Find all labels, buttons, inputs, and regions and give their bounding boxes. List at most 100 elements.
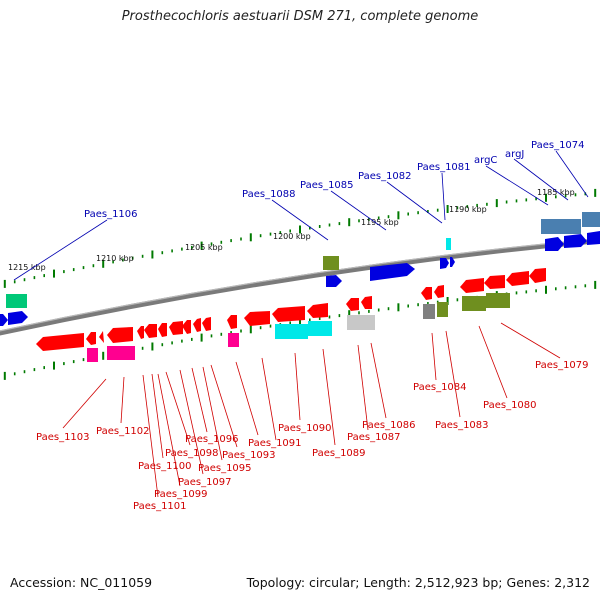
gene-arrow-paes-1096[interactable]: [193, 318, 201, 332]
leader-paes-1091: [235, 361, 259, 436]
label-paes-1081[interactable]: Paes_1081: [417, 162, 471, 173]
topology-text: Topology: circular;: [246, 575, 360, 590]
gene-arrow-paes-1099[interactable]: [158, 323, 167, 337]
leader-paes-1100: [151, 373, 164, 459]
gene-arrow-fwd-edge[interactable]: [0, 314, 8, 326]
gene-block-paes-1074[interactable]: [582, 212, 600, 227]
label-paes-1074[interactable]: Paes_1074: [531, 140, 585, 151]
leader-paes-1101: [142, 374, 159, 498]
accession-text: Accession: NC_011059: [10, 575, 153, 590]
gene-arrow-paes-1082b[interactable]: [450, 257, 455, 267]
gene-arrow-argj-2[interactable]: [564, 234, 587, 248]
label-paes-1087[interactable]: Paes_1087: [347, 432, 401, 443]
leader-paes-1085: [330, 190, 387, 231]
label-paes-1088[interactable]: Paes_1088: [242, 189, 296, 200]
gene-block-paes-1084[interactable]: [423, 304, 435, 319]
gene-block-paes-1080b[interactable]: [486, 293, 510, 308]
gene-arrow-fwd-1[interactable]: [8, 311, 28, 325]
gene-arrow-paes-1087[interactable]: [346, 298, 359, 311]
kbp-label-1190: 1190 kbp: [449, 205, 487, 214]
leader-paes-1106: [13, 219, 108, 281]
leader-paes-1103: [62, 378, 107, 429]
leader-argc: [485, 165, 549, 206]
gene-arrow-paes-1085[interactable]: [370, 263, 415, 281]
gene-arrow-paes-1090[interactable]: [272, 306, 305, 322]
leader-argj: [513, 158, 569, 201]
label-paes-1102[interactable]: Paes_1102: [96, 426, 150, 437]
leader-paes-1083: [431, 332, 437, 381]
label-paes-1095[interactable]: Paes_1095: [198, 463, 252, 474]
gene-block-paes-1090[interactable]: [275, 324, 308, 339]
gene-arrow-paes-1097[interactable]: [182, 320, 191, 334]
gene-arrow-r1[interactable]: [86, 332, 96, 345]
gene-block-paes-1083[interactable]: [437, 302, 448, 317]
gene-block-paes-1088[interactable]: [323, 256, 339, 270]
label-paes-1084[interactable]: Paes_1084: [413, 382, 467, 393]
label-paes-1080[interactable]: Paes_1080: [483, 400, 537, 411]
leader-paes-1086: [357, 344, 369, 431]
gene-arrow-paes-1093[interactable]: [227, 315, 237, 329]
gene-block-paes-1081[interactable]: [446, 238, 451, 250]
label-paes-1079[interactable]: Paes_1079: [535, 360, 589, 371]
gene-arrow-paes-1079[interactable]: [506, 271, 529, 286]
gene-block-paes-1102[interactable]: [107, 346, 135, 360]
gene-arrow-paes-1086[interactable]: [361, 296, 372, 309]
label-argc[interactable]: argC: [474, 155, 497, 166]
gene-block-paes-1087[interactable]: [347, 315, 375, 330]
gene-arrow-paes-1084[interactable]: [421, 287, 432, 300]
gene-arrow-paes-1074[interactable]: [587, 231, 600, 245]
gene-block-paes-1080[interactable]: [462, 296, 486, 311]
gene-arrow-r2[interactable]: [99, 331, 104, 343]
label-paes-1089[interactable]: Paes_1089: [312, 448, 366, 459]
kbp-label-1210: 1210 kbp: [96, 254, 134, 263]
leader-paes-1089: [294, 352, 301, 421]
gene-block-paes-1106[interactable]: [6, 294, 27, 308]
gene-arrow-paes-1103[interactable]: [36, 333, 84, 351]
kbp-scale: 1215 kbp 1210 kbp 1205 kbp 1200 kbp 1195…: [8, 188, 575, 272]
leader-paes-1102: [120, 376, 125, 424]
gene-block-paes-1089[interactable]: [308, 321, 332, 336]
gene-block-argc[interactable]: [541, 219, 581, 234]
label-paes-1100[interactable]: Paes_1100: [138, 461, 192, 472]
label-paes-1091[interactable]: Paes_1091: [248, 438, 302, 449]
kbp-label-1185: 1185 kbp: [537, 188, 575, 197]
gene-block-paes-1093[interactable]: [228, 333, 239, 347]
gene-arrow-paes-1102[interactable]: [107, 327, 133, 343]
label-paes-1093[interactable]: Paes_1093: [222, 450, 276, 461]
gene-arrow-paes-1091[interactable]: [244, 311, 270, 326]
label-paes-1106[interactable]: Paes_1106: [84, 209, 138, 220]
label-paes-1082[interactable]: Paes_1082: [358, 171, 412, 182]
gene-arrow-paes-1080b[interactable]: [484, 275, 505, 289]
leader-paes-1084: [370, 342, 387, 419]
gene-block-paes-1103[interactable]: [87, 348, 98, 362]
label-paes-1085[interactable]: Paes_1085: [300, 180, 354, 191]
gene-arrow-paes-1088[interactable]: [326, 275, 342, 287]
label-paes-1083[interactable]: Paes_1083: [435, 420, 489, 431]
label-paes-1097[interactable]: Paes_1097: [178, 477, 232, 488]
gene-arrow-argj[interactable]: [545, 237, 564, 251]
leader-paes-1087: [322, 348, 336, 446]
label-paes-1090[interactable]: Paes_1090: [278, 423, 332, 434]
gene-arrow-paes-1080[interactable]: [460, 278, 484, 293]
leader-paes-1080: [445, 330, 461, 418]
gene-arrow-paes-1082[interactable]: [440, 258, 449, 269]
kbp-label-1215: 1215 kbp: [8, 263, 46, 272]
gene-arrow-paes-1095[interactable]: [202, 317, 211, 331]
map-title: Prosthecochloris aestuarii DSM 271, comp…: [121, 9, 479, 24]
label-paes-1103[interactable]: Paes_1103: [36, 432, 90, 443]
gene-arrow-paes-1098[interactable]: [169, 321, 183, 335]
kbp-label-1195: 1195 kbp: [361, 218, 399, 227]
gene-arrow-paes-1100[interactable]: [137, 326, 144, 339]
label-paes-1098[interactable]: Paes_1098: [165, 448, 219, 459]
label-paes-1101[interactable]: Paes_1101: [133, 501, 187, 512]
label-paes-1086[interactable]: Paes_1086: [362, 420, 416, 431]
gene-arrow-paes-1083[interactable]: [434, 285, 444, 298]
leader-paes-1079b: [500, 322, 561, 359]
label-paes-1096[interactable]: Paes_1096: [185, 434, 239, 445]
gene-arrow-paes-1079b[interactable]: [529, 268, 546, 283]
leader-paes-1099: [157, 373, 181, 487]
label-paes-1099[interactable]: Paes_1099: [154, 489, 208, 500]
label-argj[interactable]: argJ: [505, 149, 524, 160]
gene-arrow-paes-1101[interactable]: [144, 324, 157, 338]
gene-arrow-paes-1089[interactable]: [307, 303, 328, 318]
